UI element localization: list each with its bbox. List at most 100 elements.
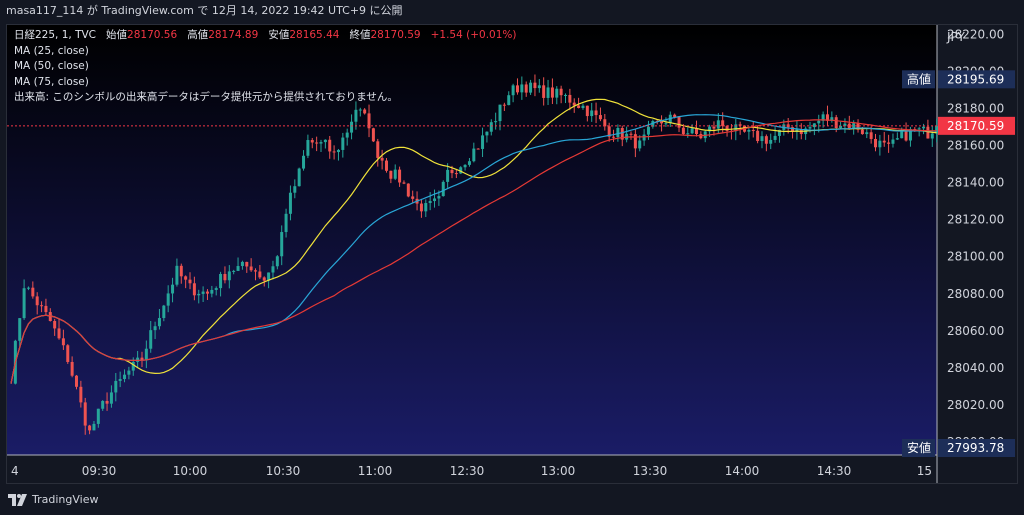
candle — [336, 148, 340, 161]
candle — [83, 397, 87, 435]
candle — [188, 272, 192, 290]
candle — [773, 127, 777, 143]
candle — [419, 198, 423, 218]
candle — [764, 134, 768, 152]
candle — [26, 286, 30, 291]
candle — [402, 180, 406, 185]
candle — [275, 255, 279, 270]
candle — [101, 400, 105, 411]
candle — [18, 318, 22, 347]
candle — [598, 107, 602, 122]
candle — [144, 340, 148, 369]
candle — [590, 102, 594, 122]
candle — [240, 260, 244, 270]
candle — [917, 127, 921, 137]
candle — [323, 139, 327, 149]
candle — [887, 134, 891, 153]
candle — [585, 105, 589, 122]
candle — [166, 285, 170, 313]
candle — [612, 129, 616, 142]
price-chart[interactable]: 28000.0028020.0028040.0028060.0028080.00… — [7, 25, 1017, 483]
candle — [550, 78, 554, 105]
open-value: 28170.56 — [127, 29, 178, 41]
plot-background — [7, 25, 937, 455]
candle — [507, 91, 511, 106]
candle — [184, 275, 188, 289]
candle — [777, 129, 781, 143]
candle — [472, 142, 476, 163]
candle — [594, 102, 598, 124]
candle — [354, 101, 358, 130]
candle — [179, 263, 183, 284]
candle — [865, 128, 869, 139]
candle — [524, 81, 528, 97]
ma50-legend[interactable]: MA (50, close) — [14, 60, 89, 72]
candle — [433, 189, 437, 208]
ma75-legend[interactable]: MA (75, close) — [14, 75, 89, 88]
candle — [363, 108, 367, 115]
high-value: 28174.89 — [208, 29, 259, 41]
candle — [175, 258, 179, 287]
attribution-text: masa117_114 が TradingView.com で 12月 14, … — [6, 4, 403, 17]
candle — [537, 79, 541, 93]
candle — [467, 158, 471, 167]
ma25-line — [10, 98, 937, 384]
candle — [393, 164, 397, 181]
candle — [35, 292, 39, 315]
tradingview-logo-icon — [8, 493, 27, 506]
candle — [686, 127, 690, 138]
candle — [817, 114, 821, 133]
candle — [105, 392, 109, 411]
candle — [57, 319, 61, 340]
y-tick-label: 28100.00 — [947, 250, 1004, 264]
legend: 日経225, 1, TVC 始値28170.56 高値28174.89 安値28… — [14, 28, 516, 106]
candle — [109, 385, 113, 408]
candle — [319, 139, 323, 152]
candle — [245, 261, 249, 273]
candle — [96, 408, 100, 428]
candle — [904, 122, 908, 142]
candle — [882, 131, 886, 147]
candle — [332, 145, 336, 160]
candle — [812, 123, 816, 136]
ma25-legend[interactable]: MA (25, close) — [14, 44, 89, 57]
candle — [607, 122, 611, 142]
candle — [542, 77, 546, 106]
volume-note: 出来高: このシンボルの出来高データはデータ提供元から提供されておりません。 — [14, 91, 398, 103]
y-tick-label: 28040.00 — [947, 361, 1004, 375]
candle — [219, 271, 223, 297]
y-tick-label: 28080.00 — [947, 287, 1004, 301]
candle — [520, 76, 524, 100]
low-price-tag: 安値 27993.78 — [902, 439, 1015, 457]
candle — [620, 125, 624, 147]
candle — [581, 103, 585, 110]
open-label: 始値 — [106, 29, 128, 41]
ohlc-row: 日経225, 1, TVC 始値28170.56 高値28174.89 安値28… — [14, 28, 516, 44]
candle — [533, 74, 537, 97]
svg-text:28170.59: 28170.59 — [947, 119, 1004, 133]
candle — [31, 281, 35, 299]
candle — [825, 105, 829, 127]
candle — [568, 88, 572, 111]
candle — [66, 344, 70, 364]
x-tick-label: 13:00 — [541, 464, 576, 478]
candle — [288, 185, 292, 221]
candle — [515, 78, 519, 95]
candle — [424, 199, 428, 218]
close-value: 28170.59 — [370, 29, 421, 41]
candle — [869, 126, 873, 144]
tradingview-logo[interactable]: TradingView — [8, 493, 98, 506]
candle — [201, 286, 205, 303]
y-tick-label: 28140.00 — [947, 176, 1004, 190]
attribution-bar: masa117_114 が TradingView.com で 12月 14, … — [0, 0, 1024, 22]
candle — [44, 298, 48, 316]
candle — [302, 150, 306, 171]
candle — [454, 169, 458, 179]
x-tick-label: 14:30 — [817, 464, 852, 478]
candle — [895, 132, 899, 141]
y-tick-label: 28020.00 — [947, 398, 1004, 412]
candle — [210, 285, 214, 298]
candle — [629, 131, 633, 140]
candle — [205, 289, 209, 300]
svg-text:安値: 安値 — [907, 440, 931, 455]
